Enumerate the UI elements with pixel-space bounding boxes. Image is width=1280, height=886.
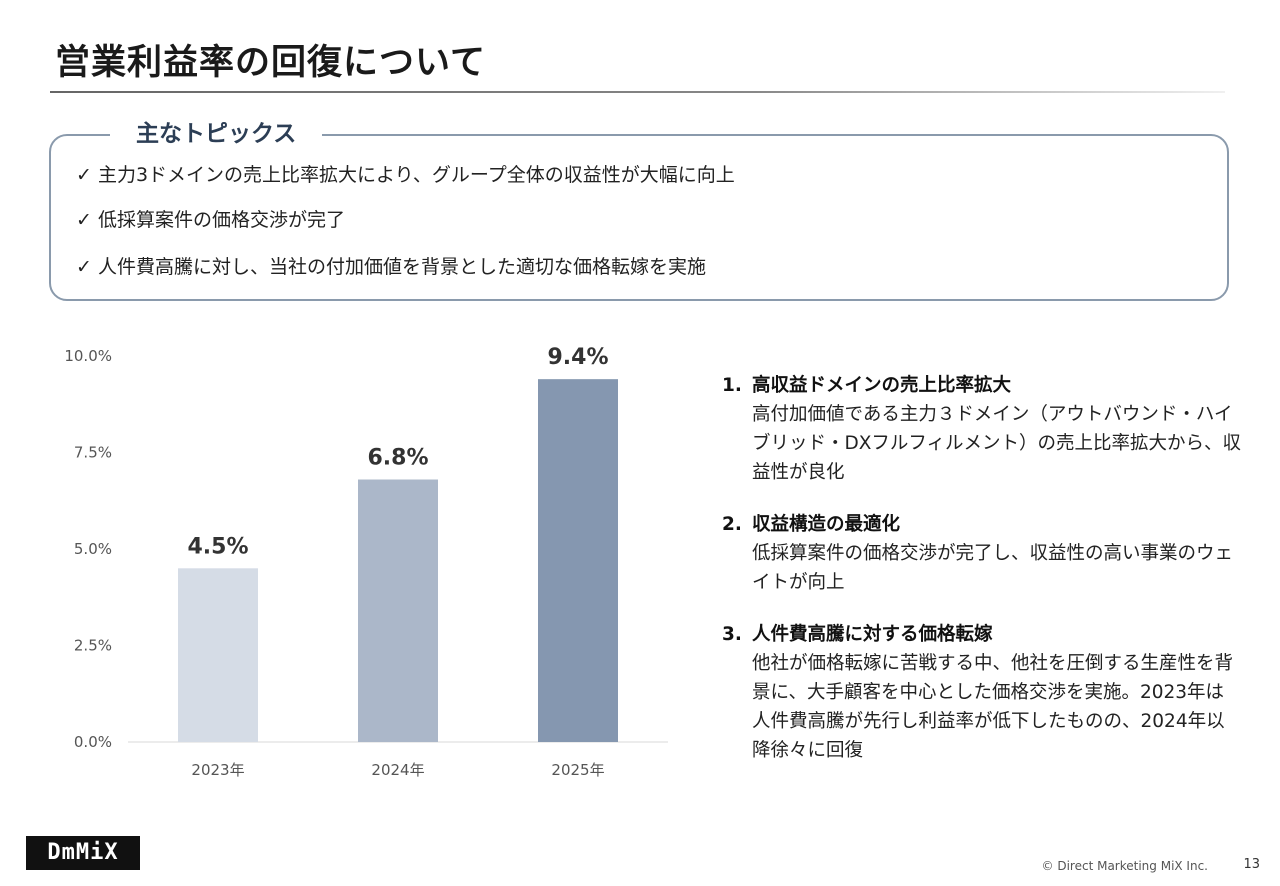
topic-item: ✓ 主力3ドメインの売上比率拡大により、グループ全体の収益性が大幅に向上 [76,164,735,186]
point-item: 3. 人件費高騰に対する価格転嫁 他社が価格転嫁に苦戦する中、他社を圧倒する生産性… [722,621,1242,765]
point-body: 低採算案件の価格交渉が完了し、収益性の高い事業のウェイトが向上 [752,543,1234,593]
data-label: 4.5% [187,534,248,559]
title-divider [50,91,1225,93]
point-item: 2. 収益構造の最適化 低採算案件の価格交渉が完了し、収益性の高い事業のウェイトが… [722,511,1242,597]
y-tick-label: 7.5% [74,444,112,462]
y-tick-label: 2.5% [74,637,112,655]
point-number: 1. [722,375,742,396]
bar [178,568,258,742]
copyright-footer: © Direct Marketing MiX Inc. [1041,859,1208,873]
topics-heading: 主なトピックス [110,114,323,148]
point-title: 高収益ドメインの売上比率拡大 [752,375,1012,396]
bar [538,379,618,742]
page-number: 13 [1243,857,1260,872]
y-tick-label: 0.0% [74,733,112,751]
point-body: 高付加価値である主力３ドメイン（アウトバウンド・ハイブリッド・DXフルフィルメン… [752,404,1242,483]
topic-item: ✓ 低採算案件の価格交渉が完了 [76,209,345,231]
y-tick-label: 5.0% [74,540,112,558]
company-logo: DmMiX [26,836,140,870]
point-number: 2. [722,514,742,535]
topic-item: ✓ 人件費高騰に対し、当社の付加価値を背景とした適切な価格転嫁を実施 [76,256,706,278]
topics-box [49,134,1229,301]
profit-margin-chart: 0.0% 2.5% 5.0% 7.5% 10.0% 4.5% 2023年 6.8% 2024年 9… [64,345,668,779]
point-item: 1. 高収益ドメインの売上比率拡大 高付加価値である主力３ドメイン（アウトバウンド… [722,372,1242,487]
x-tick-label: 2023年 [191,761,244,779]
point-title: 収益構造の最適化 [752,514,901,535]
page-title: 営業利益率の回復について [55,43,486,83]
point-body: 他社が価格転嫁に苦戦する中、他社を圧倒する生産性を背景に、大手顧客を中心とした価… [752,653,1234,761]
x-tick-label: 2025年 [551,761,604,779]
data-label: 6.8% [367,446,428,471]
y-tick-label: 10.0% [64,347,112,365]
point-number: 3. [722,624,742,645]
point-title: 人件費高騰に対する価格転嫁 [752,624,993,645]
bar [358,479,438,742]
x-tick-label: 2024年 [371,761,424,779]
points-list: 1. 高収益ドメインの売上比率拡大 高付加価値である主力３ドメイン（アウトバウンド… [722,372,1242,789]
data-label: 9.4% [547,345,608,370]
